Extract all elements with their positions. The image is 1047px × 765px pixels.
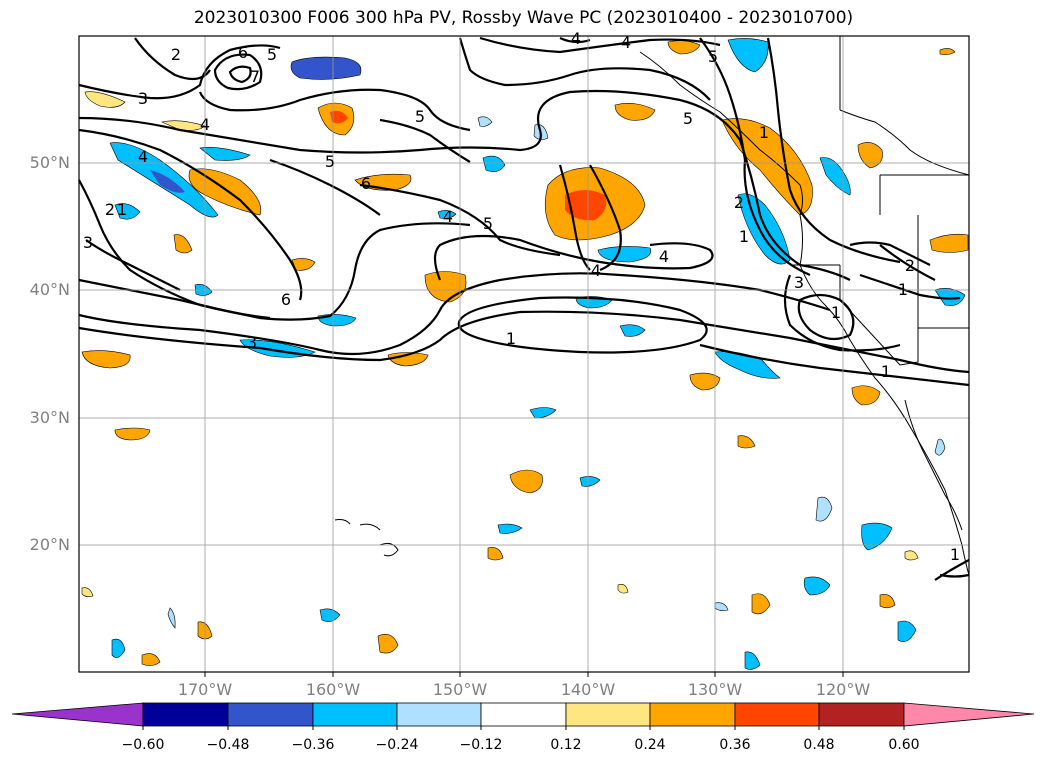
map-frame [78,35,970,673]
contour-label: 4 [443,207,453,226]
contour-label: 3 [83,233,93,252]
contour-label: 4 [138,147,148,166]
contour-label: 2 [905,256,915,275]
colorbar-tick-label: −0.24 [375,737,419,753]
colorbar-segment [480,702,567,727]
pv-contours [78,36,970,581]
lat-label-50n: 50°N [29,153,70,172]
contour-label: 1 [881,362,891,381]
contour-label: 5 [483,214,493,233]
contour-label: 4 [591,261,601,280]
colorbar-tick-label: 0.12 [550,737,582,753]
contour-label: 1 [898,280,908,299]
contour-label: 1 [739,227,749,246]
contour-label: 7 [250,67,260,86]
lon-label-170w: 170°W [177,680,233,699]
map-title: 2023010300 F006 300 hPa PV, Rossby Wave … [193,8,854,28]
colorbar-tick-label: −0.48 [206,737,250,753]
colorbar-tick-label: 0.48 [803,737,835,753]
contour-label: 4 [571,29,581,48]
contour-label: 4 [621,33,631,52]
contour-label: 5 [325,152,335,171]
lon-label-120w: 120°W [815,680,871,699]
lat-label-30n: 30°N [29,408,70,427]
contour-label: 2 [734,193,744,212]
contour-labels: 6 7 5 3 2 4 5 6 5 4 2 1 4 5 4 4 1 6 3 1 … [83,29,960,564]
contour-label: 3 [794,273,804,292]
colorbar-segment [565,702,651,727]
colorbar-tick-label: −0.12 [459,737,503,753]
colorbar-segment [818,702,905,727]
contour-label: 2 [171,45,181,64]
lon-label-150w: 150°W [432,680,488,699]
lat-label-20n: 20°N [29,535,70,554]
contour-label: 5 [415,107,425,126]
contour-label: 6 [238,43,248,62]
colorbar-tick-label: 0.24 [634,737,666,753]
colorbar [11,702,1035,730]
contour-label: 1 [506,329,516,348]
contour-label: 5 [708,47,718,66]
colorbar-extend-high [903,702,1035,727]
contour-label: 1 [950,545,960,564]
colorbar-segment [227,702,314,727]
lon-ticks [204,672,844,677]
colorbar-segment [142,702,229,727]
lon-label-130w: 130°W [687,680,743,699]
colorbar-tick-label: 0.36 [719,737,751,753]
contour-label: 5 [267,45,277,64]
colorbar-ticks [142,726,905,730]
map-area [79,36,969,672]
lon-label-140w: 140°W [560,680,616,699]
contour-label: 4 [659,247,669,266]
contour-label: 5 [683,109,693,128]
lon-label-160w: 160°W [305,680,361,699]
graticule [79,36,969,672]
coastlines [334,36,970,576]
contour-label: 6 [281,290,291,309]
contour-label: 3 [138,89,148,108]
contour-label: 6 [361,174,371,193]
contour-label: 2 [105,200,115,219]
colorbar-segment [649,702,736,727]
contour-label: 4 [200,115,210,134]
colorbar-tick-label: −0.60 [121,737,165,753]
contour-label: 1 [831,303,841,322]
contour-label: 1 [117,200,127,219]
colorbar-segment [396,702,482,727]
colorbar-tick-label: −0.36 [291,737,335,753]
colorbar-segment [312,702,398,727]
lat-label-40n: 40°N [29,280,70,299]
contour-label: 3 [247,333,257,352]
colorbar-segment [734,702,820,727]
contour-label: 1 [759,123,769,142]
colorbar-tick-label: 0.60 [888,737,920,753]
colorbar-extend-low [11,702,144,727]
